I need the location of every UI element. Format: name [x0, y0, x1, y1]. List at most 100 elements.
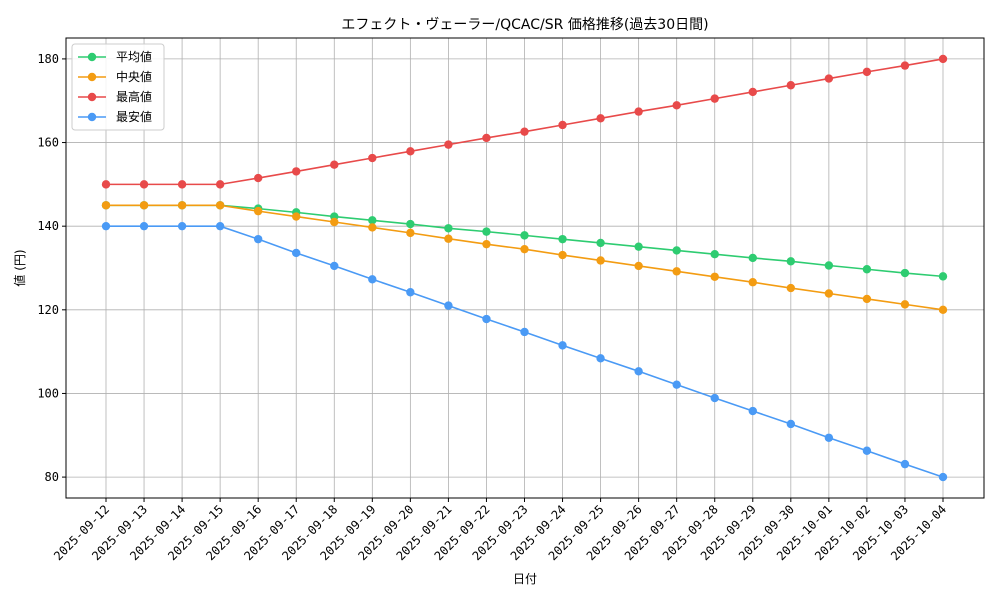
data-point — [596, 238, 605, 248]
data-point — [710, 250, 719, 259]
data-point — [672, 101, 681, 110]
plot-frame — [65, 37, 985, 499]
data-point — [748, 278, 757, 287]
data-point — [482, 133, 491, 143]
data-point — [101, 201, 111, 210]
series-4 — [101, 221, 948, 482]
x-axis-ticks: 2025-09-122025-09-132025-09-142025-09-15… — [51, 498, 949, 563]
grid-lines — [66, 38, 984, 498]
legend-marker — [87, 52, 97, 62]
legend-marker — [87, 72, 97, 82]
y-tick-label: 80 — [45, 470, 59, 484]
data-point — [900, 459, 910, 469]
data-point — [900, 300, 910, 309]
data-point — [938, 272, 948, 281]
series-2 — [101, 201, 948, 315]
data-point — [520, 327, 529, 337]
data-point — [672, 380, 681, 389]
data-point — [292, 212, 301, 221]
data-point — [786, 257, 796, 266]
x-axis-label: 日付 — [513, 572, 537, 586]
data-point — [330, 217, 339, 227]
legend-frame — [71, 43, 165, 131]
data-point — [215, 221, 225, 231]
data-point — [634, 261, 643, 271]
data-point — [862, 67, 872, 77]
legend-label: 平均値 — [116, 49, 152, 64]
y-tick-label: 120 — [37, 303, 59, 317]
data-point — [482, 227, 491, 236]
data-point — [444, 301, 453, 310]
data-point — [634, 242, 643, 251]
data-point — [330, 261, 339, 271]
series-3 — [101, 54, 948, 189]
y-tick-label: 140 — [37, 219, 59, 233]
data-point — [253, 206, 263, 216]
data-point — [177, 221, 187, 231]
data-point — [672, 246, 681, 255]
y-axis-label: 値 (円) — [12, 249, 27, 286]
y-axis-ticks: 80 100 120 140 160 180 — [37, 52, 66, 484]
series-group — [101, 54, 948, 482]
data-point — [634, 107, 643, 116]
data-point — [786, 419, 796, 429]
data-point — [938, 472, 948, 482]
data-point — [482, 239, 491, 249]
y-tick-label: 180 — [37, 52, 59, 66]
data-point — [368, 153, 377, 163]
data-point — [101, 180, 111, 189]
data-point — [862, 446, 872, 455]
data-point — [558, 234, 567, 244]
chart-title: エフェクト・ヴェーラー/QCAC/SR 価格推移(過去30日間) — [341, 16, 708, 33]
data-point — [634, 367, 643, 376]
data-point — [520, 231, 529, 240]
data-point — [710, 393, 719, 403]
data-point — [482, 314, 491, 324]
legend-label: 最高値 — [116, 89, 152, 104]
data-point — [444, 224, 453, 233]
data-point — [824, 261, 834, 270]
data-point — [368, 275, 377, 284]
data-point — [558, 250, 567, 260]
data-point — [824, 289, 834, 298]
data-point — [406, 228, 415, 238]
data-point — [292, 167, 301, 176]
data-point — [710, 272, 719, 281]
data-point — [558, 341, 567, 350]
legend-marker — [87, 112, 97, 122]
data-point — [139, 180, 149, 189]
legend-label: 最安値 — [116, 109, 152, 124]
data-point — [596, 354, 605, 363]
y-tick-label: 100 — [37, 386, 59, 400]
data-point — [824, 74, 834, 83]
data-point — [748, 253, 757, 263]
data-point — [406, 219, 415, 229]
data-point — [406, 288, 415, 297]
data-point — [900, 61, 910, 70]
legend-label: 中央値 — [116, 69, 152, 84]
data-point — [558, 120, 567, 130]
data-point — [215, 201, 225, 210]
data-point — [292, 248, 301, 258]
data-point — [786, 81, 796, 90]
data-point — [672, 267, 681, 276]
data-point — [710, 94, 719, 103]
data-point — [444, 140, 453, 149]
data-point — [215, 180, 225, 189]
data-point — [900, 268, 910, 278]
data-point — [177, 201, 187, 210]
data-point — [824, 433, 834, 442]
data-point — [139, 201, 149, 210]
data-point — [938, 54, 948, 64]
data-point — [368, 223, 377, 232]
data-point — [938, 305, 948, 315]
data-point — [862, 294, 872, 304]
data-point — [253, 173, 263, 183]
data-point — [862, 265, 872, 274]
data-point — [139, 221, 149, 231]
data-point — [177, 180, 187, 189]
data-point — [406, 147, 415, 156]
data-point — [596, 114, 605, 123]
